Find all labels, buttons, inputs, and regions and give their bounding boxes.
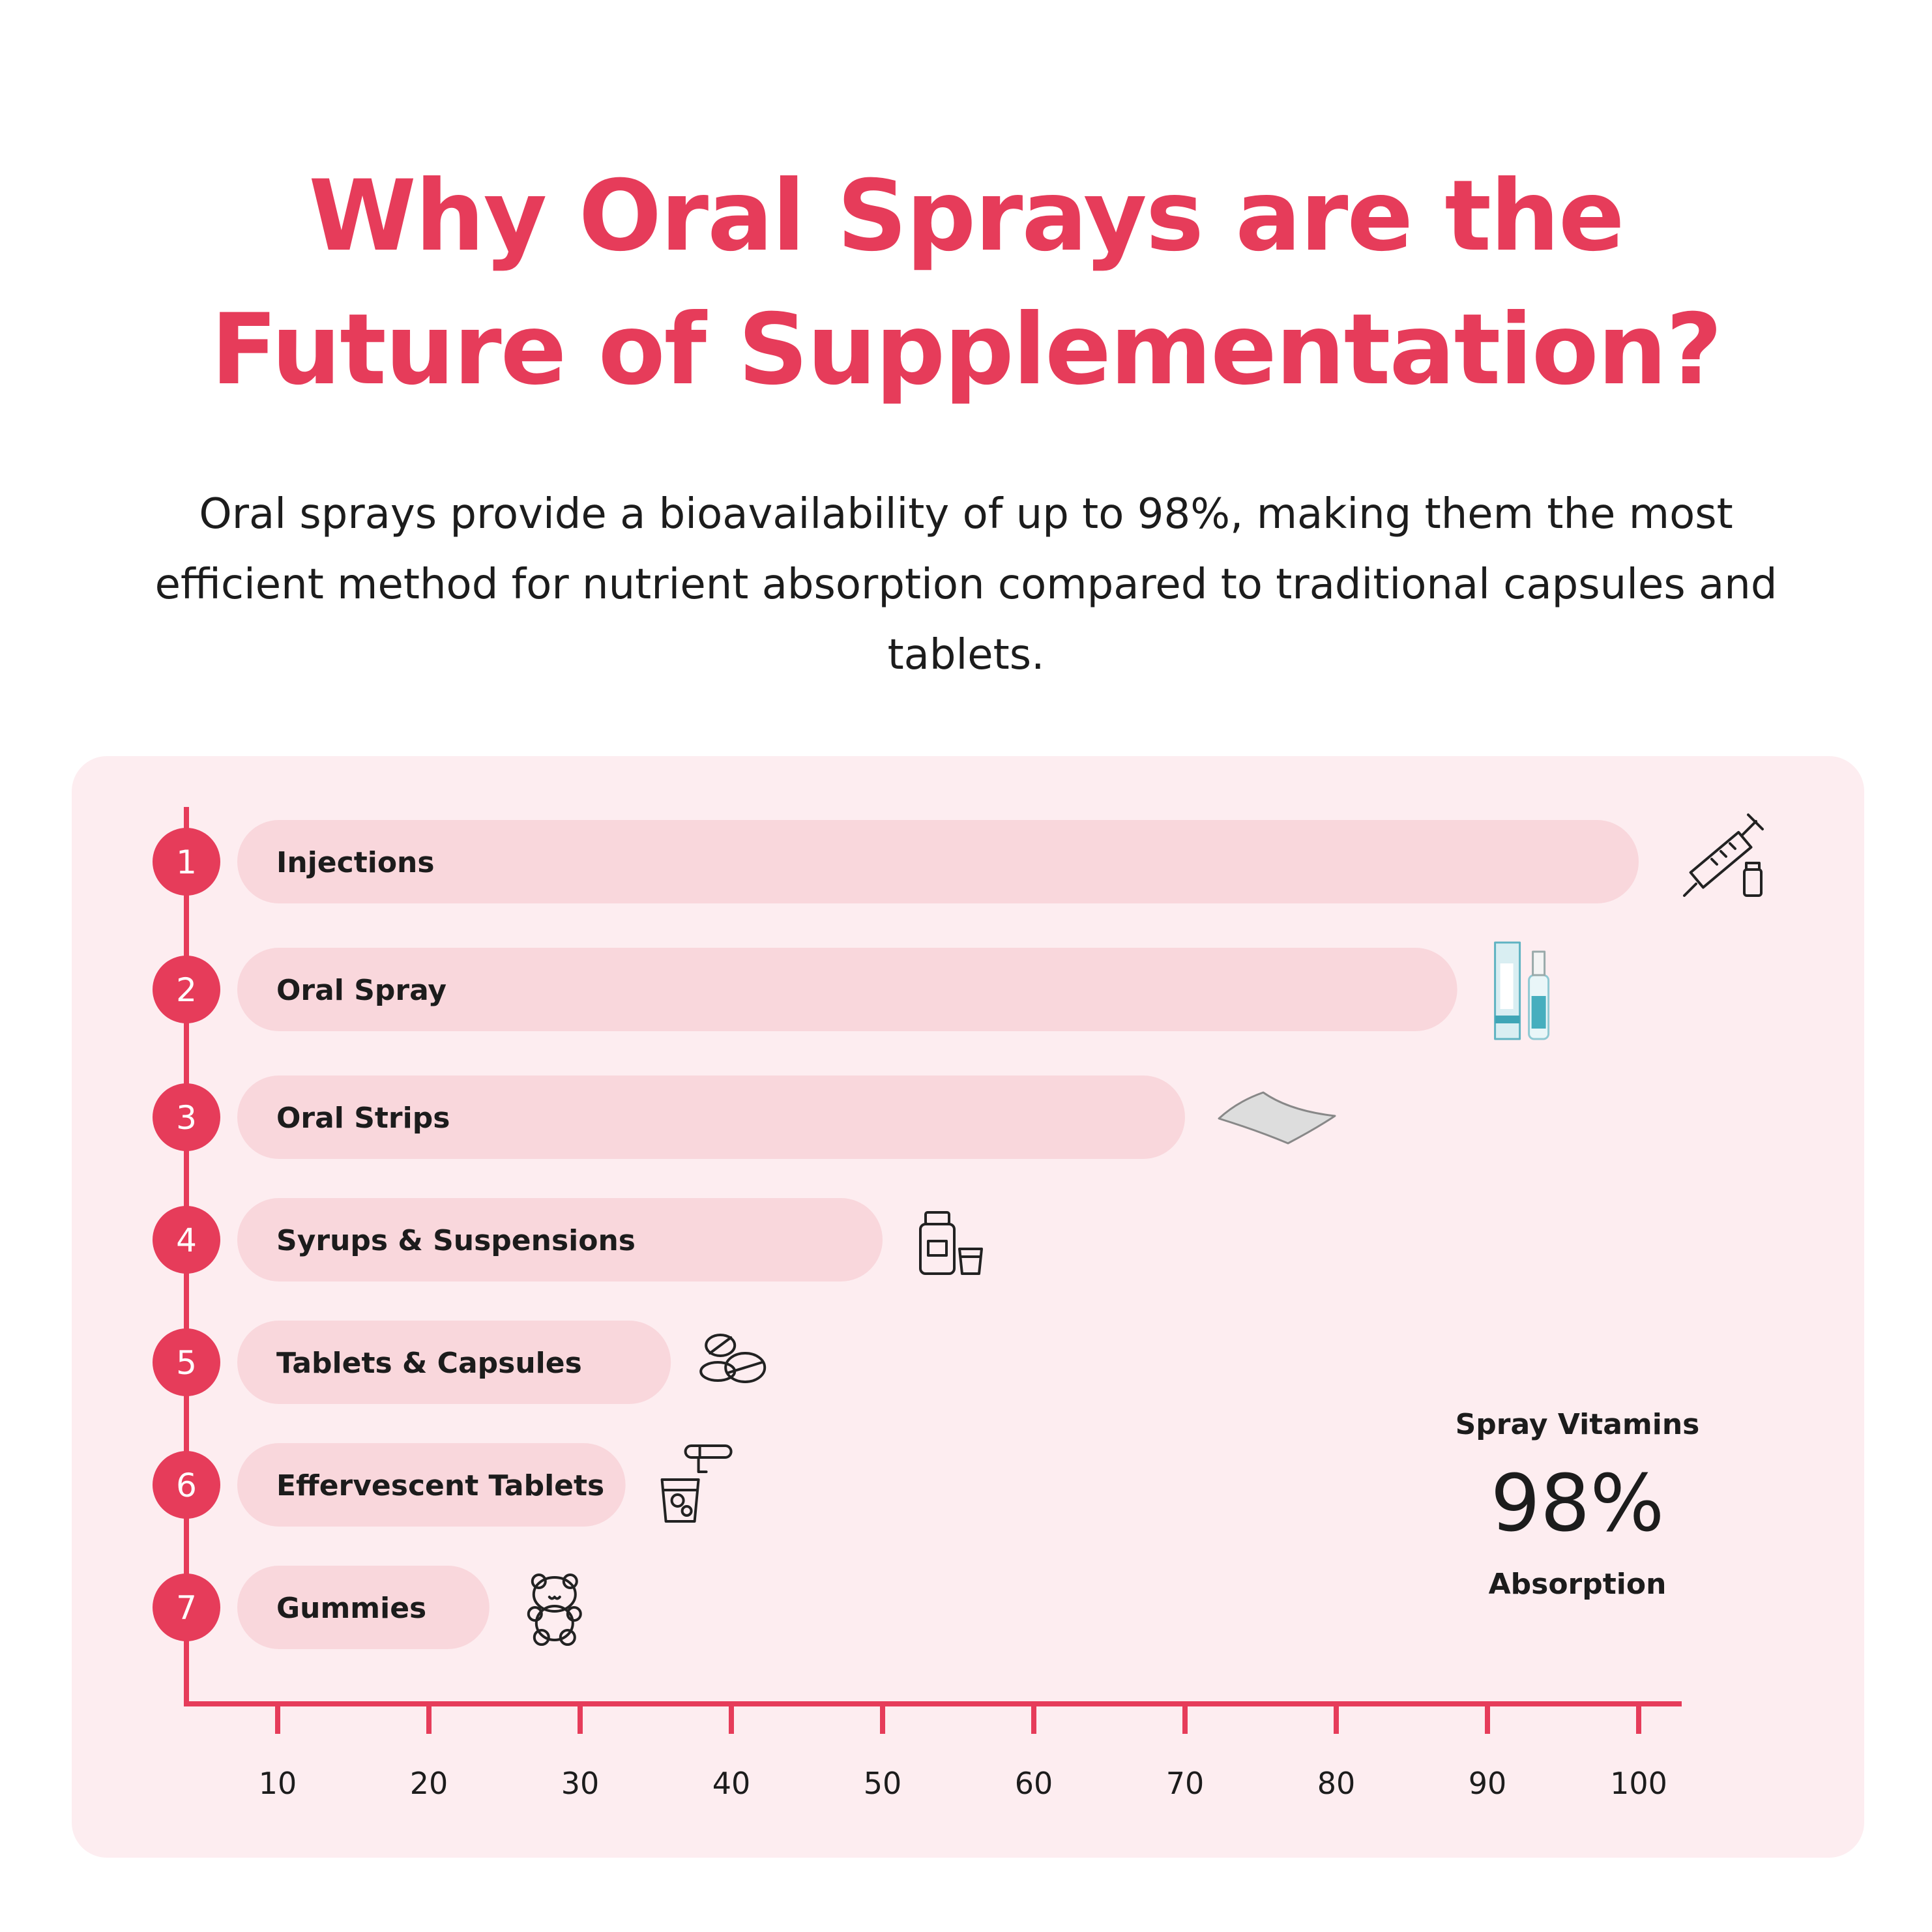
gummy-bear-icon bbox=[527, 1573, 582, 1646]
x-tick-label: 20 bbox=[410, 1766, 448, 1801]
oral-strip-icon bbox=[1218, 1091, 1336, 1145]
effervescent-glass-icon bbox=[660, 1444, 733, 1523]
chart-row: 1 Injections bbox=[153, 820, 1639, 903]
rank-number: 4 bbox=[176, 1222, 197, 1259]
rank-badge bbox=[153, 956, 220, 1023]
chart-row: 4 Syrups & Suspensions bbox=[153, 1198, 883, 1281]
rank-badge bbox=[153, 1083, 220, 1151]
rank-badge bbox=[153, 828, 220, 896]
bar-label: Effervescent Tablets bbox=[276, 1469, 604, 1502]
page-title: Why Oral Sprays are the Future of Supple… bbox=[0, 150, 1932, 417]
chart-row: 7 Gummies bbox=[153, 1566, 490, 1649]
rank-number: 5 bbox=[176, 1344, 197, 1382]
chart-row: 5 Tablets & Capsules bbox=[153, 1321, 671, 1404]
bar bbox=[237, 1198, 883, 1281]
rank-number: 7 bbox=[176, 1589, 197, 1627]
x-tick-label: 90 bbox=[1469, 1766, 1507, 1801]
chart-row: 6 Effervescent Tablets bbox=[153, 1443, 626, 1527]
x-tick-label: 50 bbox=[864, 1766, 902, 1801]
rank-number: 1 bbox=[176, 843, 197, 881]
rank-badge bbox=[153, 1206, 220, 1274]
rank-number: 6 bbox=[176, 1467, 197, 1504]
bar bbox=[237, 820, 1639, 903]
title-line-1: Why Oral Sprays are the bbox=[308, 160, 1624, 273]
syringe-icon bbox=[1683, 813, 1764, 897]
x-tick-label: 40 bbox=[712, 1766, 751, 1801]
page-subtitle: Oral sprays provide a bioavailability of… bbox=[154, 490, 1778, 679]
rank-badge bbox=[153, 1451, 220, 1519]
x-tick-label: 100 bbox=[1610, 1766, 1667, 1801]
bar bbox=[237, 1076, 1185, 1159]
rank-number: 3 bbox=[176, 1099, 197, 1137]
chart-row: 2 Oral Spray bbox=[153, 948, 1457, 1031]
bar-label: Syrups & Suspensions bbox=[276, 1224, 636, 1257]
syrup-bottle-icon bbox=[919, 1211, 983, 1275]
bar-label: Gummies bbox=[276, 1592, 426, 1625]
bar bbox=[237, 1443, 626, 1527]
rank-badge bbox=[153, 1328, 220, 1396]
chart-row: 3 Oral Strips bbox=[153, 1076, 1185, 1159]
x-tick-label: 10 bbox=[259, 1766, 297, 1801]
bar bbox=[237, 1566, 490, 1649]
bar bbox=[237, 1321, 671, 1404]
x-tick-label: 30 bbox=[561, 1766, 600, 1801]
x-tick-label: 60 bbox=[1015, 1766, 1053, 1801]
chart-panel bbox=[72, 756, 1864, 1858]
bar-label: Tablets & Capsules bbox=[276, 1347, 582, 1380]
tablets-icon bbox=[699, 1334, 767, 1383]
callout-footer: Absorption bbox=[1488, 1568, 1667, 1601]
callout-value: 98% bbox=[1490, 1459, 1665, 1549]
rank-number: 2 bbox=[176, 971, 197, 1009]
x-tick-label: 80 bbox=[1317, 1766, 1356, 1801]
bar bbox=[237, 948, 1457, 1031]
rank-badge bbox=[153, 1573, 220, 1641]
bar-label: Oral Strips bbox=[276, 1102, 450, 1135]
spray-bottle-icon bbox=[1494, 941, 1550, 1040]
callout-heading: Spray Vitamins bbox=[1455, 1408, 1700, 1441]
bar-label: Injections bbox=[276, 846, 435, 879]
x-tick-label: 70 bbox=[1166, 1766, 1205, 1801]
title-line-2: Future of Supplementation? bbox=[211, 293, 1722, 407]
bar-label: Oral Spray bbox=[276, 974, 446, 1007]
absorption-callout: Spray Vitamins 98% Absorption bbox=[1401, 1408, 1753, 1601]
